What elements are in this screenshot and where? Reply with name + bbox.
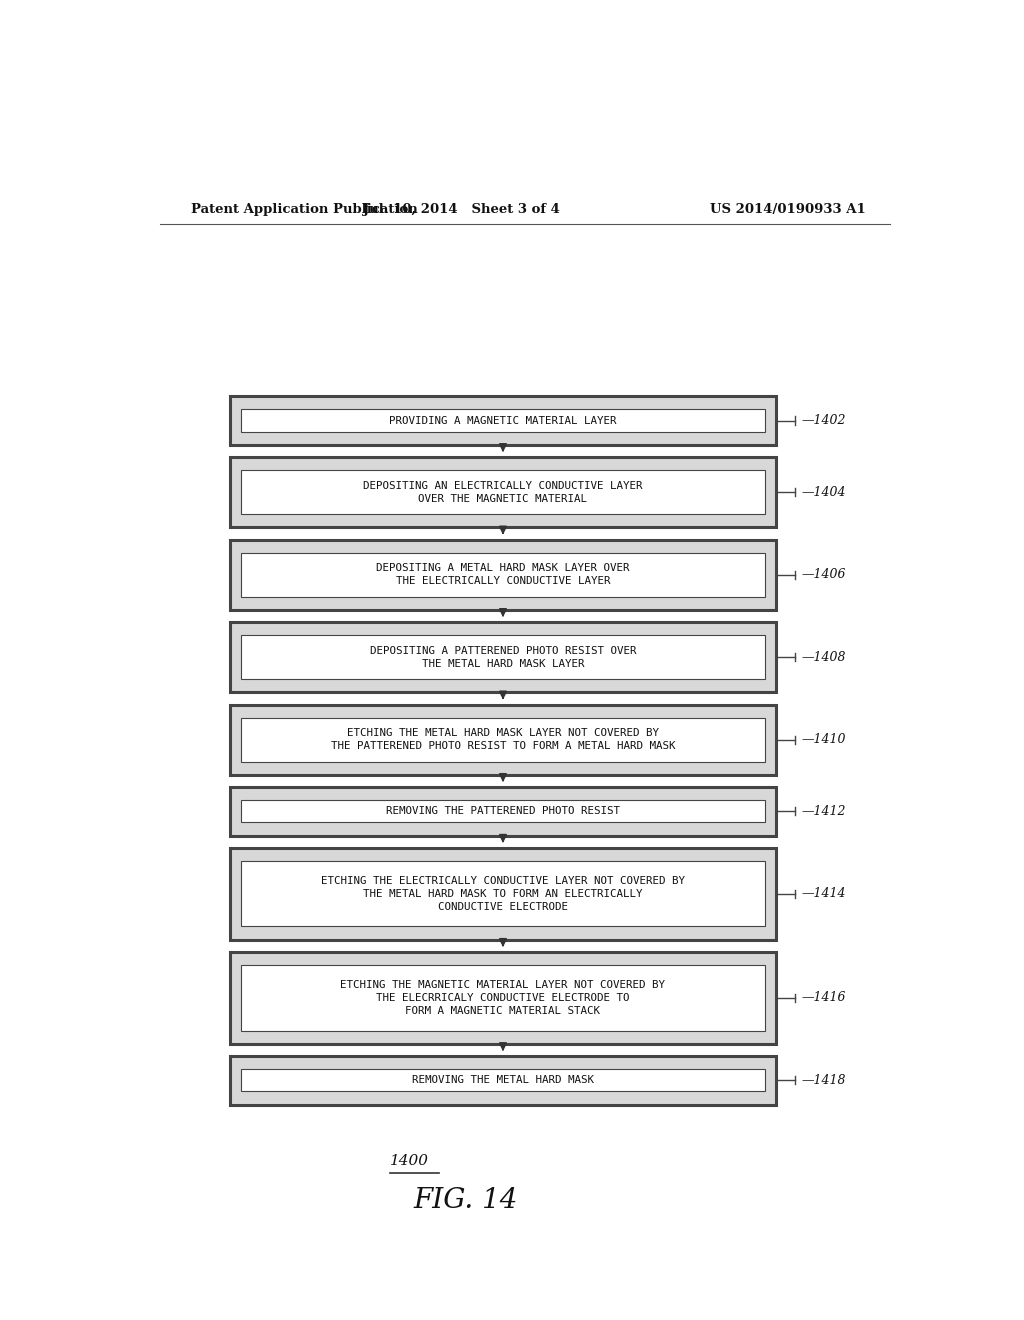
Bar [230, 787, 775, 836]
Text: Patent Application Publication: Patent Application Publication [191, 203, 418, 215]
Bar [230, 396, 775, 445]
Text: —1404: —1404 [802, 486, 846, 499]
Bar [241, 1069, 765, 1092]
Text: FIG. 14: FIG. 14 [414, 1187, 518, 1214]
Text: —1410: —1410 [802, 733, 846, 746]
Bar [241, 553, 765, 597]
Bar [241, 965, 765, 1031]
Text: DEPOSITING A METAL HARD MASK LAYER OVER
THE ELECTRICALLY CONDUCTIVE LAYER: DEPOSITING A METAL HARD MASK LAYER OVER … [376, 564, 630, 586]
Bar [230, 457, 775, 527]
Bar [241, 635, 765, 678]
Text: —1416: —1416 [802, 991, 846, 1005]
Text: DEPOSITING AN ELECTRICALLY CONDUCTIVE LAYER
OVER THE MAGNETIC MATERIAL: DEPOSITING AN ELECTRICALLY CONDUCTIVE LA… [364, 480, 643, 504]
Text: ETCHING THE ELECTRICALLY CONDUCTIVE LAYER NOT COVERED BY
THE METAL HARD MASK TO : ETCHING THE ELECTRICALLY CONDUCTIVE LAYE… [321, 875, 685, 912]
Text: DEPOSITING A PATTERENED PHOTO RESIST OVER
THE METAL HARD MASK LAYER: DEPOSITING A PATTERENED PHOTO RESIST OVE… [370, 645, 636, 669]
Text: PROVIDING A MAGNETIC MATERIAL LAYER: PROVIDING A MAGNETIC MATERIAL LAYER [389, 416, 616, 425]
Text: 1400: 1400 [390, 1155, 429, 1168]
Bar [241, 718, 765, 762]
Text: —1406: —1406 [802, 568, 846, 581]
Bar [230, 1056, 775, 1105]
Bar [241, 861, 765, 927]
Bar [241, 800, 765, 822]
Text: —1402: —1402 [802, 414, 846, 426]
Text: US 2014/0190933 A1: US 2014/0190933 A1 [711, 203, 866, 215]
Bar [230, 540, 775, 610]
Text: ETCHING THE METAL HARD MASK LAYER NOT COVERED BY
THE PATTERENED PHOTO RESIST TO : ETCHING THE METAL HARD MASK LAYER NOT CO… [331, 729, 675, 751]
Text: —1418: —1418 [802, 1074, 846, 1086]
Text: REMOVING THE METAL HARD MASK: REMOVING THE METAL HARD MASK [412, 1076, 594, 1085]
Text: ETCHING THE MAGNETIC MATERIAL LAYER NOT COVERED BY
THE ELECRRICALY CONDUCTIVE EL: ETCHING THE MAGNETIC MATERIAL LAYER NOT … [340, 979, 666, 1016]
Bar [230, 622, 775, 692]
Text: —1414: —1414 [802, 887, 846, 900]
Text: Jul. 10, 2014   Sheet 3 of 4: Jul. 10, 2014 Sheet 3 of 4 [362, 203, 560, 215]
Bar [241, 470, 765, 513]
Bar [230, 952, 775, 1044]
Text: —1408: —1408 [802, 651, 846, 664]
Text: —1412: —1412 [802, 805, 846, 818]
Text: REMOVING THE PATTERENED PHOTO RESIST: REMOVING THE PATTERENED PHOTO RESIST [386, 807, 620, 816]
Bar [241, 409, 765, 432]
Bar [230, 847, 775, 940]
Bar [230, 705, 775, 775]
